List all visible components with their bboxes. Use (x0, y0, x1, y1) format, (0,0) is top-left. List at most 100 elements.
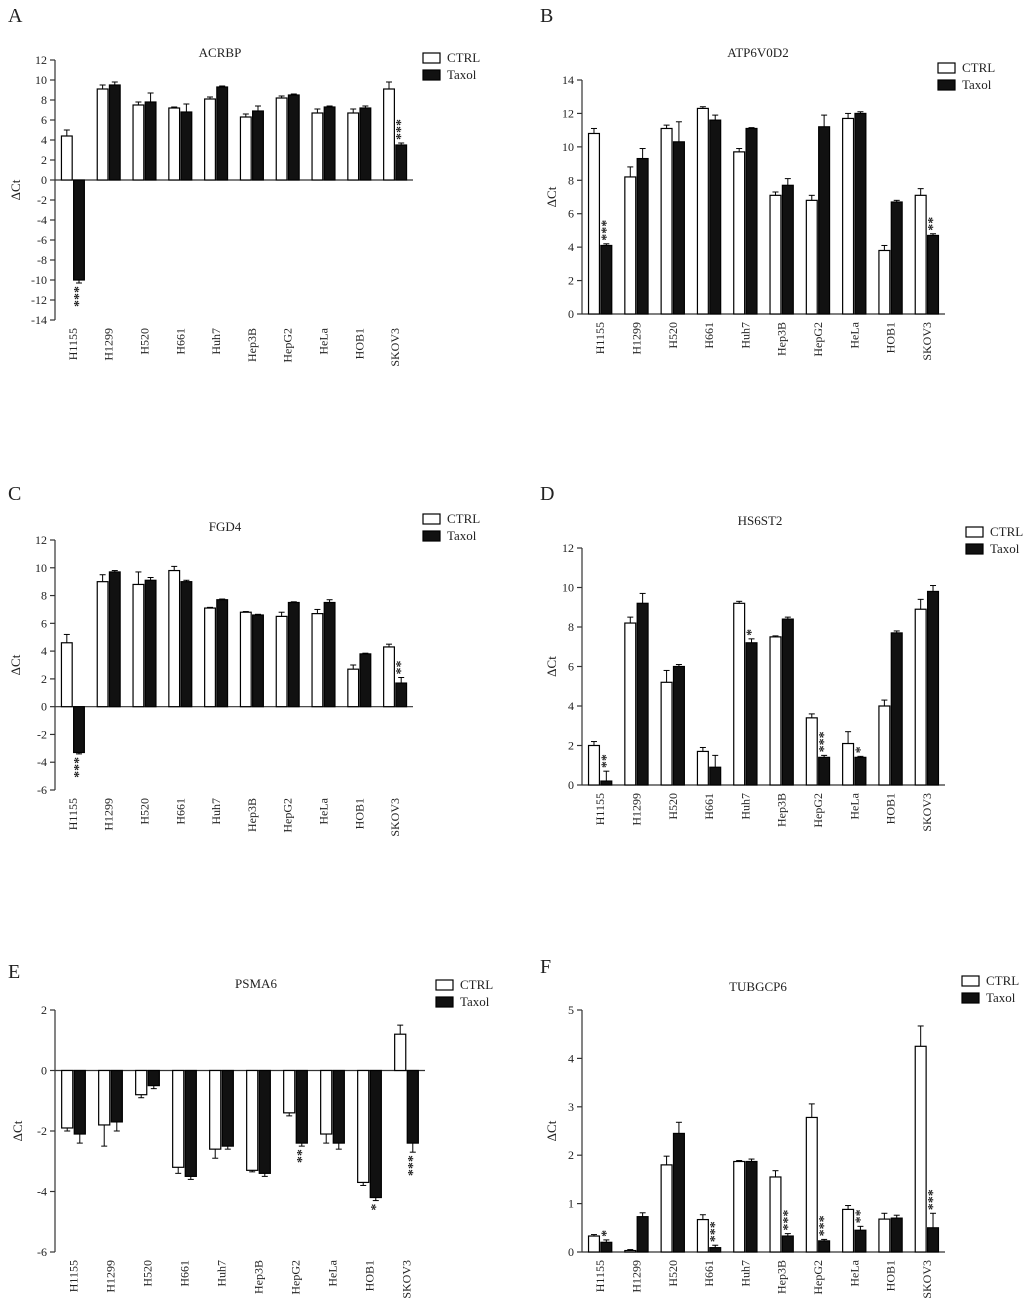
y-tick-label: 12 (562, 541, 574, 555)
x-tick-label: H661 (702, 793, 716, 820)
legend-label-taxol: Taxol (962, 77, 992, 92)
bar-ctrl (96, 88, 109, 181)
legend: CTRL Taxol (965, 524, 1023, 556)
bar-taxol (926, 590, 940, 786)
x-tick-label: HepG2 (811, 322, 825, 357)
bar-taxol (184, 1069, 197, 1177)
bar-ctrl (842, 742, 855, 786)
x-tick-label: H1299 (102, 328, 116, 361)
panel-letter: A (8, 5, 23, 27)
bar-taxol (781, 184, 794, 315)
panel-letter: D (540, 483, 554, 505)
x-tick-label: H520 (666, 1260, 680, 1287)
bar-taxol (672, 141, 685, 315)
bar-ctrl (587, 1235, 601, 1253)
bar-taxol (745, 1160, 758, 1253)
bar-taxol (854, 112, 867, 315)
panel-a: A ACRBP CTRL Taxol 12 10 8 6 4 2 0 -2 -4 -6 -8 -10 -12 -1… (8, 5, 480, 367)
y-axis-label: ΔCt (544, 656, 559, 677)
x-tick-label: HOB1 (352, 328, 366, 359)
y-axis-label: ΔCt (544, 1120, 559, 1141)
panel-e: E PSMA6 CTRL Taxol 2 0 -2 -4 -6 ΔCt H1155 H1299 H520… (8, 961, 493, 1299)
x-tick-label: H661 (702, 1260, 716, 1287)
bar-taxol (406, 1069, 419, 1144)
legend-swatch-ctrl (422, 513, 441, 525)
significance-mark: *** (72, 757, 87, 778)
bar-taxol (287, 601, 300, 708)
legend: CTRL Taxol (961, 973, 1019, 1005)
legend-label-ctrl: CTRL (447, 511, 480, 526)
bar-taxol (818, 1240, 831, 1253)
bar-taxol (323, 106, 336, 181)
y-tick-label: 2 (568, 739, 574, 753)
y-tick-label: -2 (37, 1124, 47, 1138)
x-tick-label: HOB1 (884, 793, 898, 824)
y-tick-label: 6 (568, 660, 574, 674)
x-tick-label: H1299 (629, 1260, 643, 1293)
bar-taxol (332, 1069, 345, 1144)
bar-taxol (745, 127, 758, 315)
bar-ctrl (805, 1116, 818, 1253)
bar-ctrl (733, 602, 746, 786)
bar-taxol (295, 1069, 308, 1144)
x-tick-label: H1155 (593, 1260, 607, 1292)
y-tick-label: -4 (37, 755, 47, 769)
bar-ctrl (172, 1069, 185, 1168)
x-tick-label: HepG2 (281, 798, 295, 833)
y-tick-label: 0 (41, 1064, 47, 1078)
y-tick-label: -4 (37, 213, 47, 227)
legend-swatch-ctrl (435, 979, 454, 991)
legend-label-ctrl: CTRL (986, 973, 1019, 988)
legend-swatch-taxol (422, 530, 441, 542)
significance-mark: * (599, 1230, 614, 1237)
y-tick-label: 0 (41, 700, 47, 714)
bar-ctrl (61, 1069, 74, 1129)
x-tick-label: Hep3B (245, 798, 259, 832)
bar-ctrl (275, 97, 288, 181)
x-tick-label: HeLa (317, 327, 331, 354)
bar-taxol (745, 642, 758, 786)
x-tick-label: Huh7 (209, 798, 223, 825)
y-tick-label: -12 (31, 293, 47, 307)
bar-taxol (108, 571, 121, 708)
bar-ctrl (660, 681, 673, 786)
bar-ctrl (914, 1045, 927, 1253)
y-tick-label: -10 (31, 273, 47, 287)
bar-taxol (600, 780, 613, 786)
bar-ctrl (347, 112, 360, 181)
y-tick-label: 12 (562, 106, 574, 120)
x-tick-label: Hep3B (775, 322, 789, 356)
x-tick-label: H520 (666, 322, 680, 349)
bar-ctrl (914, 194, 927, 315)
y-axis-label: ΔCt (10, 1120, 25, 1141)
y-tick-label: 4 (568, 1051, 574, 1065)
x-tick-label: HeLa (847, 321, 861, 348)
y-tick-label: -8 (37, 253, 47, 267)
bar-taxol (854, 1229, 867, 1253)
bar-ctrl (878, 705, 891, 786)
legend-label-ctrl: CTRL (962, 60, 995, 75)
bar-ctrl (96, 581, 109, 708)
bar-taxol (359, 653, 372, 708)
y-tick-label: 0 (568, 778, 574, 792)
bar-ctrl (383, 646, 395, 708)
bar-taxol (147, 1069, 160, 1087)
x-tick-label: Hep3B (252, 1260, 266, 1294)
bar-ctrl (587, 744, 601, 786)
x-tick-label: SKOV3 (920, 1260, 934, 1299)
bar-ctrl (842, 1208, 855, 1253)
bar-ctrl (283, 1069, 296, 1114)
panel-b: BATP6V0D2CTRLTaxol14121086420ΔCtH1155***… (540, 5, 995, 361)
legend-swatch-taxol (435, 996, 454, 1008)
bar-taxol (323, 601, 336, 708)
bar-taxol (110, 1069, 123, 1123)
panel-letter: E (8, 961, 20, 983)
bar-taxol (144, 101, 157, 181)
x-tick-label: H1299 (104, 1260, 118, 1293)
bar-taxol (258, 1069, 271, 1174)
y-tick-label: 0 (41, 173, 47, 187)
bar-taxol (600, 244, 613, 315)
x-tick-label: SKOV3 (920, 793, 934, 832)
x-tick-label: H1155 (66, 328, 80, 360)
bar-taxol (395, 144, 408, 181)
